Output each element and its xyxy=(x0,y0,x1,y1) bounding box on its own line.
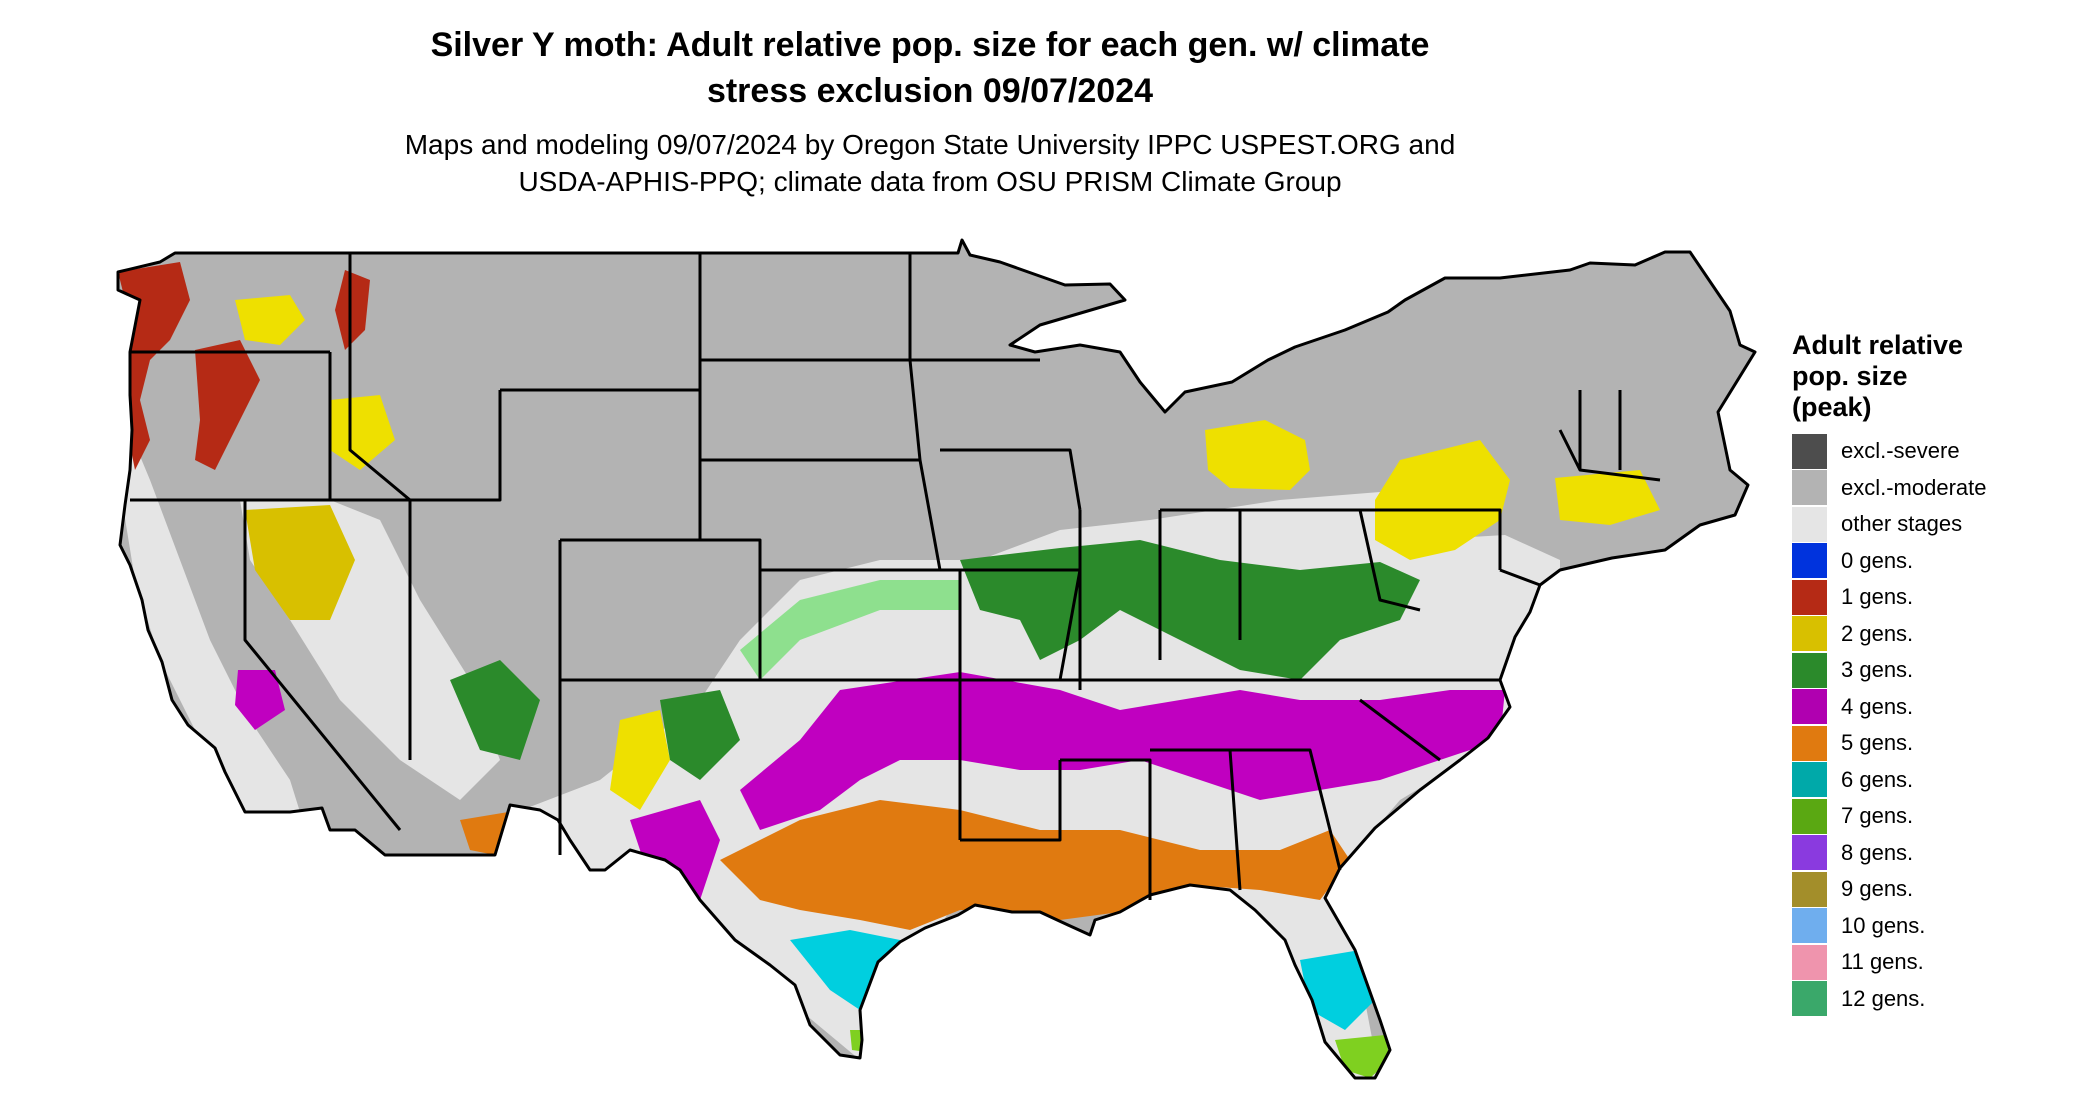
legend-label: excl.-severe xyxy=(1841,438,1960,464)
map-subtitle-line-1: Maps and modeling 09/07/2024 by Oregon S… xyxy=(404,129,1456,160)
legend-swatch xyxy=(1792,652,1827,688)
region-gen-2-new-england xyxy=(1555,470,1660,525)
legend-swatch xyxy=(1792,543,1827,579)
legend-swatch xyxy=(1792,579,1827,615)
region-gen-2-washington xyxy=(235,295,305,345)
legend-item: excl.-moderate xyxy=(1792,470,2092,507)
legend-title-line-1: Adult relative xyxy=(1792,330,1964,360)
legend-items: excl.-severe excl.-moderate other stages 0 … xyxy=(1792,433,2092,1017)
region-gen-2-rockies xyxy=(610,710,670,810)
legend-item: 7 gens. xyxy=(1792,798,2092,835)
legend-swatch xyxy=(1792,871,1827,907)
legend-label: 7 gens. xyxy=(1841,803,1914,829)
legend-title: Adult relative pop. size (peak) xyxy=(1792,330,2092,423)
region-gen-6-florida xyxy=(1300,950,1375,1030)
legend-item: 5 gens. xyxy=(1792,725,2092,762)
region-gen-1-cascades xyxy=(195,340,260,470)
legend-swatch xyxy=(1792,798,1827,834)
map-subtitle: Maps and modeling 09/07/2024 by Oregon S… xyxy=(0,126,1860,200)
legend-swatch xyxy=(1792,506,1827,542)
legend-item: 10 gens. xyxy=(1792,908,2092,945)
legend-label: excl.-moderate xyxy=(1841,474,1987,500)
legend-swatch xyxy=(1792,725,1827,761)
legend-label: 5 gens. xyxy=(1841,730,1914,756)
state-borders xyxy=(116,238,1757,1080)
legend-item: 4 gens. xyxy=(1792,689,2092,726)
legend-item: other stages xyxy=(1792,506,2092,543)
generation-regions xyxy=(118,262,1660,1078)
legend-label: 10 gens. xyxy=(1841,912,1926,938)
region-gen-4-california xyxy=(235,670,285,730)
legend-item: 1 gens. xyxy=(1792,579,2092,616)
legend-swatch xyxy=(1792,762,1827,798)
legend-label: 8 gens. xyxy=(1841,839,1914,865)
border-south-lines xyxy=(960,678,1500,900)
legend-label: 4 gens. xyxy=(1841,693,1914,719)
legend-item: 11 gens. xyxy=(1792,944,2092,981)
legend-label: 0 gens. xyxy=(1841,547,1914,573)
map-title: Silver Y moth: Adult relative pop. size … xyxy=(0,22,1860,114)
legend-label: 6 gens. xyxy=(1841,766,1914,792)
legend-swatch xyxy=(1792,433,1827,469)
legend-label: 2 gens. xyxy=(1841,620,1914,646)
legend-title-line-3: (peak) xyxy=(1792,392,1872,422)
legend-swatch xyxy=(1792,981,1827,1017)
region-gen-3-southwest xyxy=(450,660,540,760)
border-midwest-lines xyxy=(910,358,1360,690)
legend-label: 9 gens. xyxy=(1841,876,1914,902)
legend-item: 12 gens. xyxy=(1792,981,2092,1018)
legend-swatch xyxy=(1792,908,1827,944)
legend-label: other stages xyxy=(1841,511,1963,537)
region-gen-4-southern-belt xyxy=(740,672,1505,830)
map-title-line-1: Silver Y moth: Adult relative pop. size … xyxy=(430,26,1430,64)
region-gen-5-gulf-belt xyxy=(720,800,1350,930)
legend-swatch xyxy=(1792,835,1827,871)
legend-item: 3 gens. xyxy=(1792,652,2092,689)
map-title-line-2: stress exclusion 09/07/2024 xyxy=(706,72,1154,110)
border-northeast-lines xyxy=(1358,390,1661,612)
region-gen-2-oregon xyxy=(330,395,395,470)
legend-swatch xyxy=(1792,470,1827,506)
legend-item: 6 gens. xyxy=(1792,762,2092,799)
legend-item: 0 gens. xyxy=(1792,543,2092,580)
map-subtitle-line-2: USDA-APHIS-PPQ; climate data from OSU PR… xyxy=(518,166,1342,197)
region-gen-3-midwest-belt xyxy=(960,540,1420,680)
legend-item: 2 gens. xyxy=(1792,616,2092,653)
region-gen-3-plains-edge xyxy=(740,580,960,680)
map-legend: Adult relative pop. size (peak) excl.-se… xyxy=(1792,330,2092,1017)
legend-swatch xyxy=(1792,616,1827,652)
legend-label: 1 gens. xyxy=(1841,584,1914,610)
us-map xyxy=(116,238,1757,1080)
region-gen-3-new-mexico xyxy=(660,690,740,780)
region-gen-1-idaho xyxy=(335,270,370,350)
legend-label: 11 gens. xyxy=(1841,949,1924,975)
border-west-lines xyxy=(130,253,412,831)
legend-swatch xyxy=(1792,944,1827,980)
legend-swatch xyxy=(1792,689,1827,725)
legend-item: 8 gens. xyxy=(1792,835,2092,872)
legend-item: 9 gens. xyxy=(1792,871,2092,908)
region-gen-2-new-york xyxy=(1375,440,1510,560)
legend-title-line-2: pop. size xyxy=(1792,361,1908,391)
legend-item: excl.-severe xyxy=(1792,433,2092,470)
region-gen-2-michigan xyxy=(1205,420,1310,490)
legend-label: 3 gens. xyxy=(1841,657,1914,683)
region-gen-7-south-florida xyxy=(1335,1035,1390,1078)
legend-label: 12 gens. xyxy=(1841,985,1926,1011)
region-gen-2-nevada xyxy=(245,505,355,620)
